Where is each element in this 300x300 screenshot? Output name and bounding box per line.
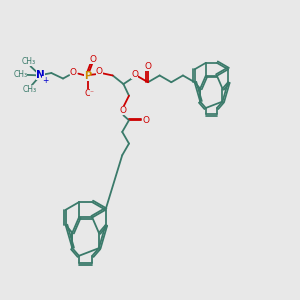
- Text: O: O: [142, 116, 149, 125]
- Text: O: O: [145, 62, 152, 71]
- Text: O: O: [119, 106, 126, 115]
- Text: N: N: [36, 70, 45, 80]
- Text: P: P: [84, 71, 91, 81]
- Text: CH₃: CH₃: [13, 70, 28, 80]
- Text: O: O: [84, 89, 91, 98]
- Text: +: +: [42, 76, 48, 85]
- Text: O: O: [70, 68, 77, 76]
- Text: O: O: [131, 70, 138, 79]
- Text: O: O: [89, 55, 96, 64]
- Text: CH₃: CH₃: [21, 58, 35, 67]
- Text: O: O: [96, 67, 103, 76]
- Text: ⁻: ⁻: [90, 88, 94, 97]
- Text: CH₃: CH₃: [23, 85, 37, 94]
